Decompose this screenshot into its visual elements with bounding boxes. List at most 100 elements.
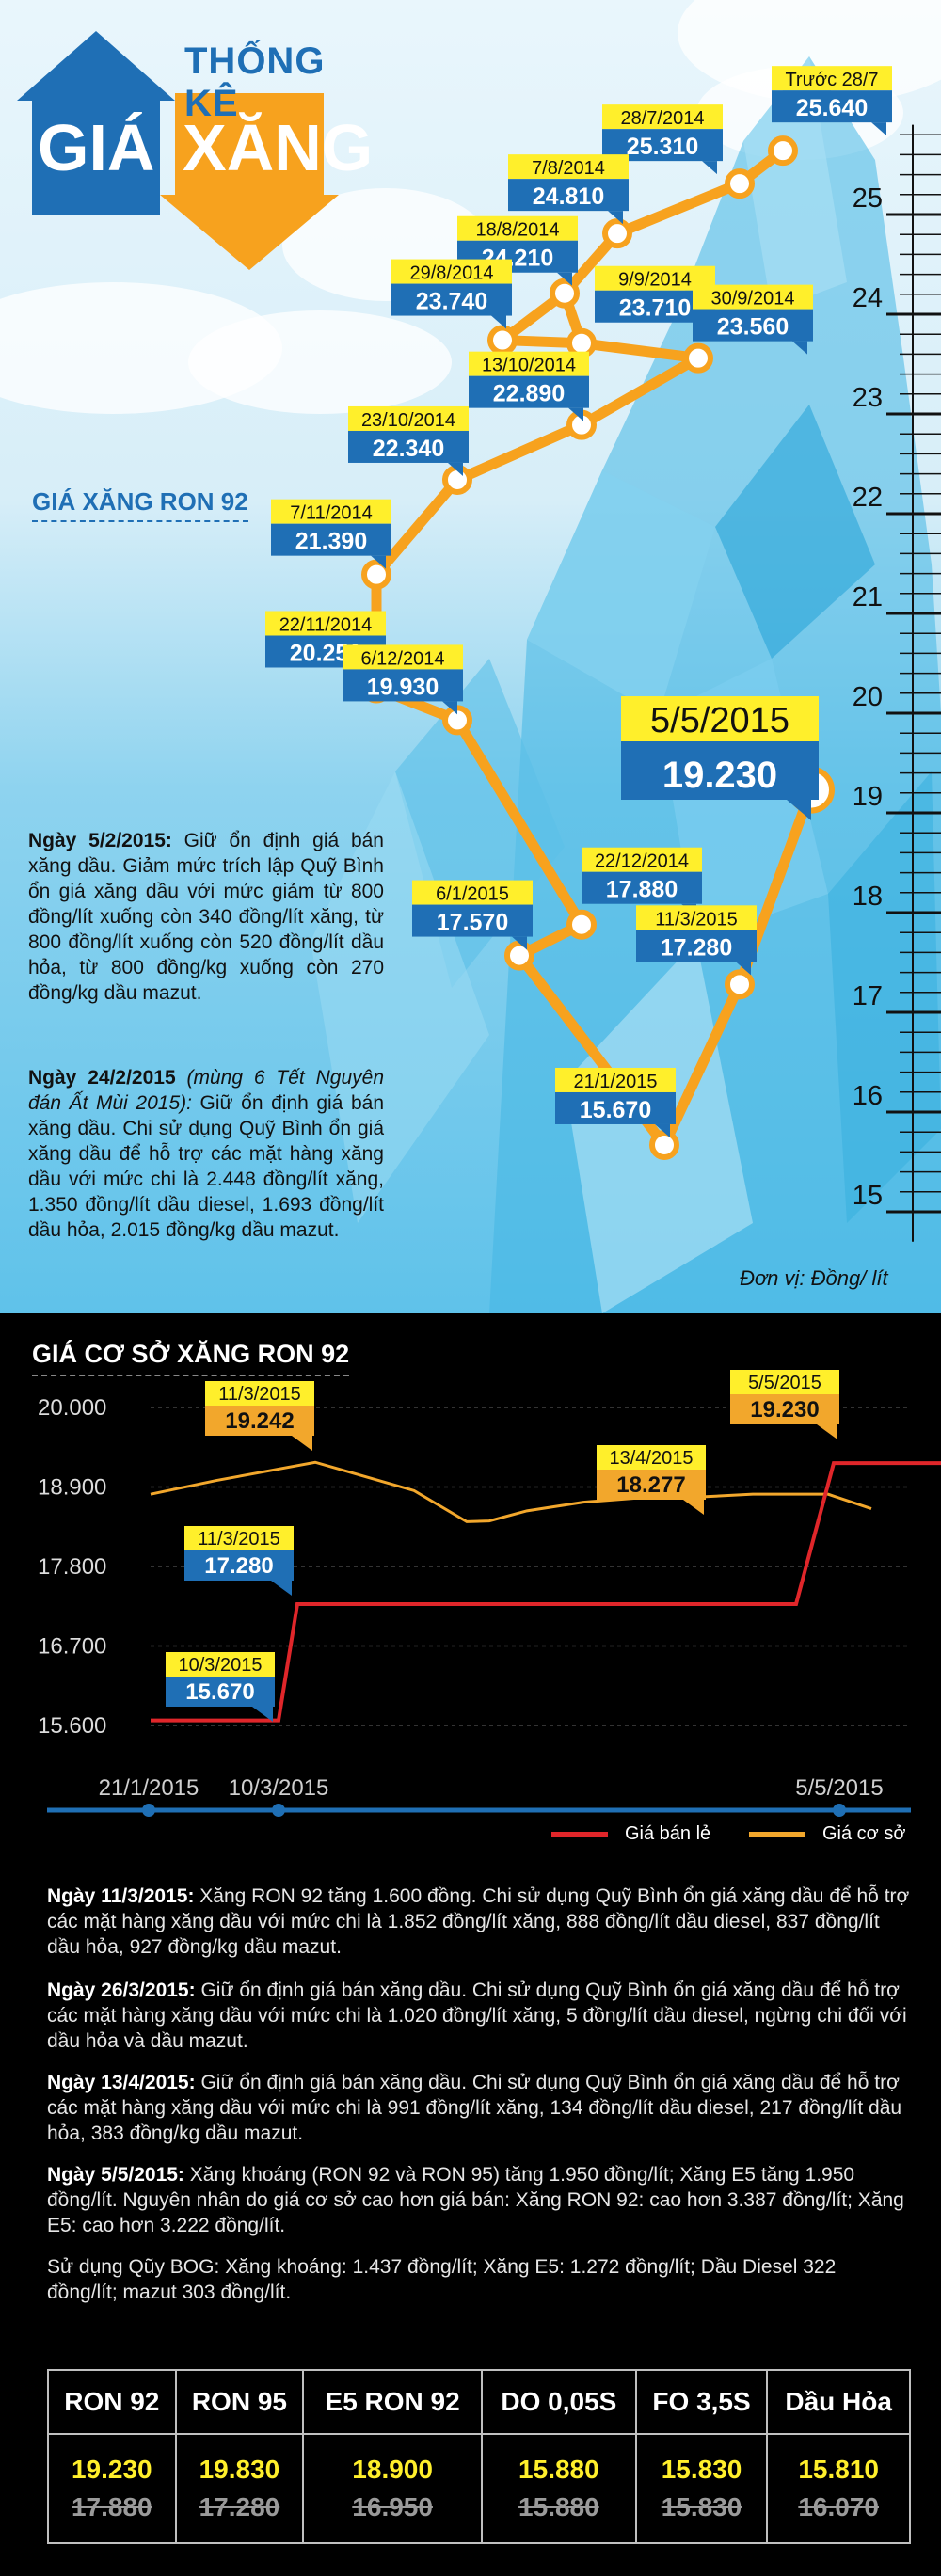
legend-base-swatch [749,1832,805,1837]
old-price: 15.830 [661,2492,742,2521]
point-value-label: 22.340 [373,436,444,462]
point-value-label: 21.390 [295,529,367,555]
callout-value-box [730,1394,839,1424]
point-value-box [693,309,813,342]
y-tick-label: 18 [853,882,883,912]
point-date-box [636,905,757,930]
y-tick-label: 17 [853,981,883,1011]
legend-base: Giá cơ sở [749,1823,905,1845]
old-price: 17.280 [199,2492,280,2521]
callout-tail [817,1424,837,1439]
base-price-title: GIÁ CƠ SỞ XĂNG RON 92 [32,1340,350,1376]
note-2-lead: Ngày 24/2/2015 [28,1067,176,1089]
point-date-label: 22/11/2014 [279,615,373,636]
point-value-box [772,90,892,123]
callout-tail [702,161,717,175]
callout-tail [271,1581,292,1596]
callout-tail [683,1500,704,1515]
legend-retail-swatch [551,1832,608,1837]
callout-date-box [597,1445,706,1470]
callout-tail [787,800,811,820]
callout-value-box [205,1406,314,1436]
point-date-box [469,351,589,376]
y-tick-label: 24 [853,283,883,313]
y-tick-label: 17.800 [38,1554,106,1580]
bottom-note-2-text: Giữ ổn định giá bán xăng dầu. Chi sử dụn… [47,1980,907,2052]
retail-price-line [151,1461,941,1723]
x-axis-dot [142,1804,155,1817]
y-tick-label: 15 [853,1181,883,1211]
point-date-box [602,104,723,130]
point-date-label: 21/1/2015 [574,1072,658,1092]
point-value-label: 23.560 [717,314,789,341]
top-section: THỐNG KÊ GIÁ XĂNG GIÁ XĂNG RON 92 25 24 23… [0,0,941,1313]
x-tick-label: 10/3/2015 [229,1775,329,1801]
point-date-label: 30/9/2014 [711,289,795,310]
point-date-label: 22/12/2014 [595,851,689,872]
legend-retail-label: Giá bán lẻ [625,1823,711,1844]
point-date-label: 6/12/2014 [361,648,445,669]
point-value-box [469,375,589,408]
note-1-text: Giữ ổn định giá bán xăng dầu. Giảm mức t… [28,830,384,1004]
y-tick-label: 23 [853,383,883,413]
data-point [487,325,518,356]
callout-date-box [184,1526,294,1550]
bottom-note-4-text: Xăng khoáng (RON 92 và RON 95) tăng 1.95… [47,2164,904,2236]
point-value-label: 19.930 [367,674,439,700]
data-point [649,1129,679,1160]
point-value-box [555,1091,676,1124]
callout-tail [655,1123,670,1137]
price-table-row: 19.230 17.880 19.830 17.280 18.900 16.950 1… [47,2433,911,2544]
y-tick-label: 25 [853,183,883,214]
legend-base-label: Giá cơ sở [822,1823,906,1844]
old-price: 16.950 [352,2492,433,2521]
y-tick-label: 16 [853,1081,883,1111]
unit-label: Đơn vị: Đồng/ lít [740,1266,888,1290]
x-axis-dot [272,1804,285,1817]
point-value-label: 23.740 [416,289,487,315]
bottom-note-4-lead: Ngày 5/5/2015: [47,2164,184,2186]
x-axis-dot [833,1804,846,1817]
point-value-label: 24.810 [533,183,604,210]
bottom-note-3-lead: Ngày 13/4/2015: [47,2072,196,2093]
point-date-box [391,259,512,284]
callout-tail [292,1436,312,1451]
callout-date-label: 10/3/2015 [179,1655,263,1676]
point-date-label: 6/1/2015 [436,884,509,905]
callout-value-box [166,1677,275,1707]
y-tick-label: 15.600 [38,1713,106,1739]
new-price: 18.900 [352,2455,433,2484]
table-cell: 15.810 16.070 [766,2433,911,2544]
data-point [683,342,713,374]
point-value-box [508,179,629,212]
point-date-box [348,405,469,431]
point-value-label: 17.280 [661,934,732,961]
callout-date-box [730,1370,839,1394]
point-date-box [265,611,386,636]
point-date-box [582,847,702,872]
y-tick-label: 20 [853,682,883,712]
callout-tail [371,555,386,569]
point-date-label: 28/7/2014 [621,108,705,129]
point-value-box [636,930,757,962]
data-point [361,559,391,590]
x-tick-label: 21/1/2015 [99,1775,199,1801]
y-tick-label: 22 [853,483,883,513]
callout-value-label: 19.242 [225,1408,294,1434]
callout-date-box [166,1652,275,1677]
callout-value-box [184,1550,294,1581]
callout-tail [871,122,886,136]
cloud-decoration [188,310,452,414]
callout-tail [557,272,572,286]
point-value-box [412,904,533,937]
callout-tail [736,962,751,976]
point-date-label: 23/10/2014 [361,410,455,431]
price-table-header-row: RON 92 RON 95 E5 RON 92 DO 0,05S FO 3,5S… [47,2369,911,2435]
point-date-box [621,696,819,741]
base-price-chart: 20.000 18.900 17.800 16.700 15.600 11/3/2015 1… [38,1370,941,1817]
point-value-box [391,283,512,316]
callout-value-box [597,1470,706,1500]
table-header-ron92: RON 92 [47,2369,177,2435]
callout-tail [792,341,807,355]
callout-date-label: 13/4/2015 [610,1448,694,1469]
